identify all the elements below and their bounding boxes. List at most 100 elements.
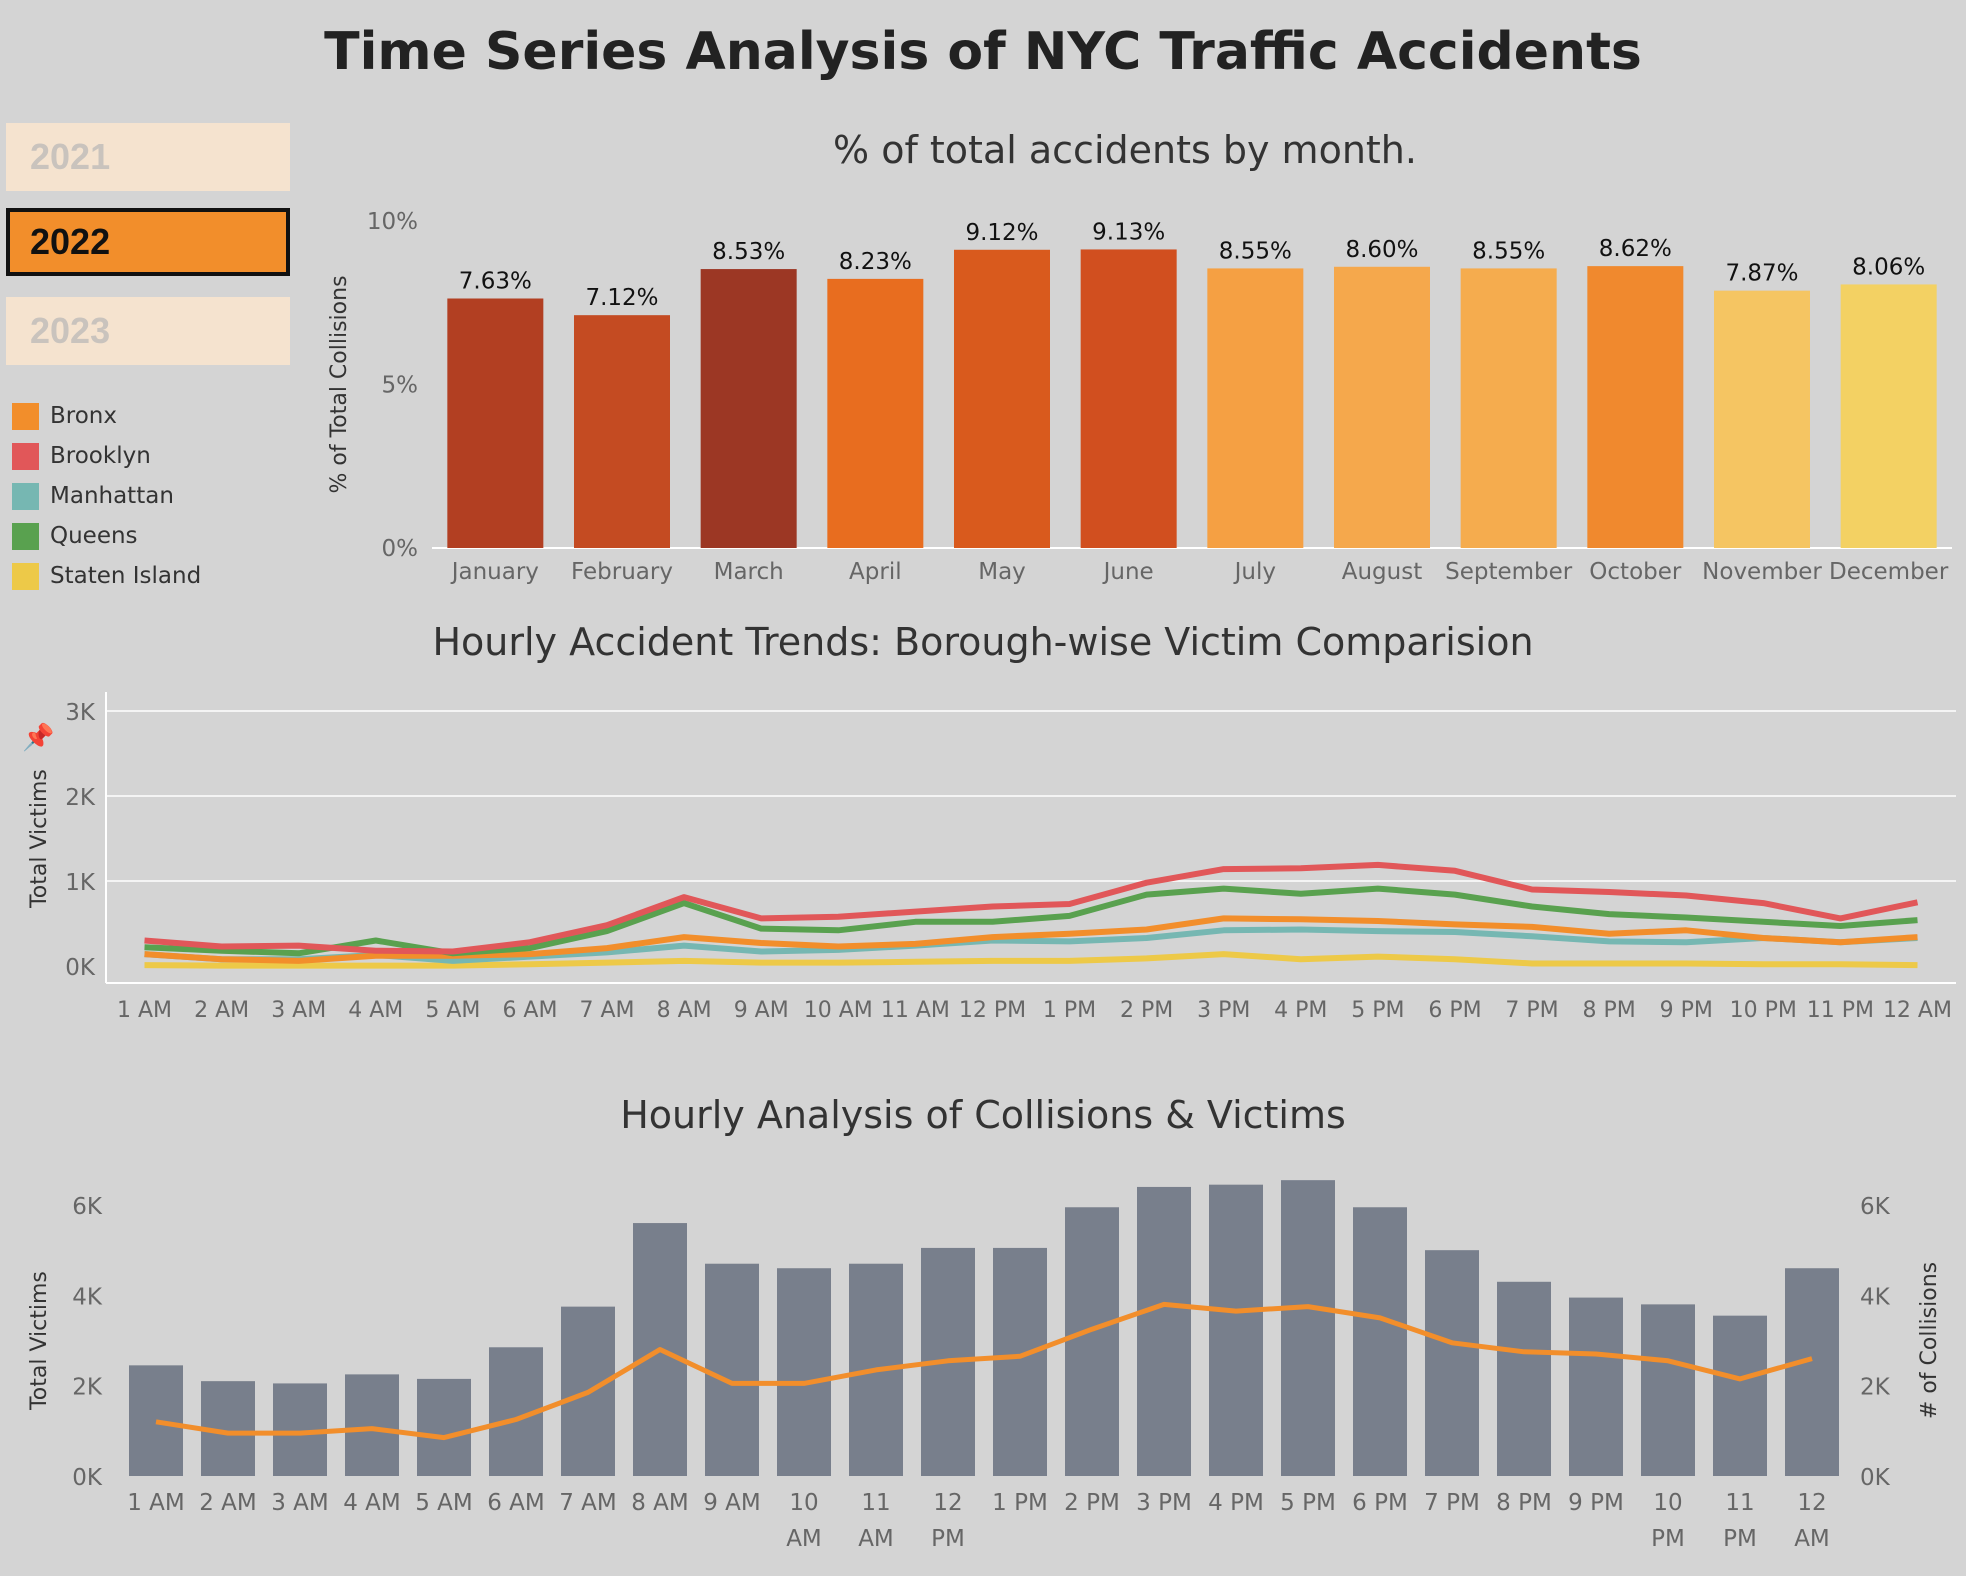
- legend-item-manhattan[interactable]: Manhattan: [12, 476, 201, 516]
- x-tick-label: 1 AM: [127, 1490, 185, 1516]
- x-tick-label: June: [1102, 559, 1154, 585]
- x-tick-label: 11 PM: [1807, 998, 1874, 1023]
- x-tick-label: 8 PM: [1583, 998, 1636, 1023]
- legend-item-queens[interactable]: Queens: [12, 516, 201, 556]
- legend-label: Bronx: [50, 403, 117, 429]
- year-option-2023[interactable]: 2023: [6, 297, 290, 365]
- bar-november: [1714, 290, 1810, 548]
- x-tick-label: August: [1342, 559, 1423, 585]
- x-tick-label: 10 AM: [804, 998, 873, 1023]
- x-tick-label: 3 PM: [1136, 1490, 1192, 1516]
- hourly-trends-chart-title: Hourly Accident Trends: Borough-wise Vic…: [432, 620, 1534, 664]
- year-option-2021[interactable]: 2021: [6, 123, 290, 191]
- borough-legend: Bronx Brooklyn Manhattan Queens Staten I…: [12, 396, 201, 596]
- victims-bar: [1137, 1186, 1191, 1476]
- victims-bar: [993, 1247, 1047, 1476]
- series-line-staten-island: [144, 951, 1918, 969]
- legend-swatch: [12, 482, 39, 510]
- legend-swatch: [12, 402, 39, 430]
- victims-bar: [705, 1263, 759, 1476]
- series-line-brooklyn: [144, 861, 1919, 955]
- x-tick-label: 5 PM: [1351, 998, 1404, 1023]
- legend-swatch: [12, 442, 39, 470]
- x-tick-label: 12: [933, 1490, 962, 1516]
- victims-bar: [1353, 1207, 1407, 1476]
- y-tick-label: 2K: [65, 785, 96, 811]
- legend-label: Staten Island: [50, 563, 202, 589]
- y-axis-label: Total Victims: [27, 1271, 52, 1411]
- x-tick-label: February: [571, 559, 673, 585]
- hourly-collisions-chart-title: Hourly Analysis of Collisions & Victims: [620, 1093, 1346, 1137]
- bar-august: [1334, 266, 1430, 548]
- dashboard-title: Time Series Analysis of NYC Traffic Acci…: [324, 22, 1642, 82]
- bar-september: [1460, 268, 1557, 548]
- x-tick-label: AM: [1794, 1526, 1830, 1552]
- y2-tick-label: 6K: [1860, 1194, 1891, 1220]
- legend-item-brooklyn[interactable]: Brooklyn: [12, 436, 201, 476]
- legend-item-staten-island[interactable]: Staten Island: [12, 556, 201, 596]
- y-tick-label: 2K: [72, 1375, 103, 1401]
- y-tick-label: 4K: [72, 1284, 103, 1310]
- y-axis-label: % of Total Collisions: [327, 275, 352, 493]
- victims-bar: [1281, 1180, 1335, 1476]
- x-tick-label: PM: [1651, 1526, 1685, 1552]
- x-tick-label: 6 AM: [487, 1490, 545, 1516]
- x-tick-label: March: [714, 559, 784, 585]
- data-label: 8.60%: [1345, 237, 1418, 263]
- x-tick-label: 3 AM: [271, 1490, 329, 1516]
- x-tick-label: 11: [1725, 1490, 1754, 1516]
- x-tick-label: 8 AM: [631, 1490, 689, 1516]
- bar-july: [1207, 268, 1304, 548]
- x-tick-label: 9 AM: [703, 1490, 761, 1516]
- x-tick-label: 1 PM: [1043, 998, 1096, 1023]
- legend-label: Brooklyn: [50, 443, 151, 469]
- x-tick-label: 11: [861, 1490, 890, 1516]
- x-tick-label: 6 PM: [1352, 1490, 1408, 1516]
- bar-february: [574, 315, 670, 548]
- victims-bar: [1641, 1304, 1695, 1476]
- y-tick-label: 10%: [367, 209, 418, 235]
- x-tick-label: 12 AM: [1883, 998, 1952, 1023]
- data-label: 7.87%: [1725, 261, 1798, 287]
- x-tick-label: AM: [858, 1526, 894, 1552]
- x-tick-label: 5 PM: [1280, 1490, 1336, 1516]
- data-label: 8.06%: [1852, 254, 1925, 280]
- x-tick-label: 4 AM: [348, 998, 403, 1023]
- x-tick-label: 9 AM: [734, 998, 789, 1023]
- bar-june: [1080, 249, 1177, 548]
- pin-icon[interactable]: 📌: [22, 723, 55, 753]
- bar-april: [827, 278, 924, 548]
- x-tick-label: 3 AM: [271, 998, 326, 1023]
- x-tick-label: October: [1589, 559, 1682, 585]
- x-tick-label: April: [849, 559, 902, 585]
- victims-bar: [1209, 1184, 1263, 1476]
- monthly-chart-title: % of total accidents by month.: [833, 128, 1417, 172]
- legend-swatch: [12, 562, 39, 590]
- x-tick-label: 2 AM: [194, 998, 249, 1023]
- x-tick-label: 6 PM: [1428, 998, 1481, 1023]
- data-label: 7.63%: [459, 268, 532, 294]
- x-tick-label: 10: [789, 1490, 818, 1516]
- bar-january: [447, 298, 544, 548]
- data-label: 8.55%: [1219, 238, 1292, 264]
- y-tick-label: 0K: [72, 1465, 103, 1491]
- x-tick-label: December: [1829, 559, 1949, 585]
- victims-bar: [1713, 1315, 1767, 1476]
- x-tick-label: January: [450, 559, 539, 585]
- victims-bar: [1785, 1268, 1839, 1476]
- legend-item-bronx[interactable]: Bronx: [12, 396, 201, 436]
- x-tick-label: 12: [1797, 1490, 1826, 1516]
- series-line-bronx: [144, 915, 1918, 964]
- y-tick-label: 0%: [382, 536, 419, 562]
- bar-december: [1840, 284, 1937, 548]
- x-tick-label: 10: [1653, 1490, 1682, 1516]
- year-option-2022[interactable]: 2022: [6, 208, 290, 276]
- x-tick-label: 2 PM: [1064, 1490, 1120, 1516]
- x-tick-label: PM: [1723, 1526, 1757, 1552]
- victims-bar: [129, 1365, 183, 1476]
- x-tick-label: 5 AM: [425, 998, 480, 1023]
- victims-bar: [1569, 1297, 1623, 1476]
- x-tick-label: July: [1233, 559, 1276, 585]
- x-tick-label: 7 AM: [580, 998, 635, 1023]
